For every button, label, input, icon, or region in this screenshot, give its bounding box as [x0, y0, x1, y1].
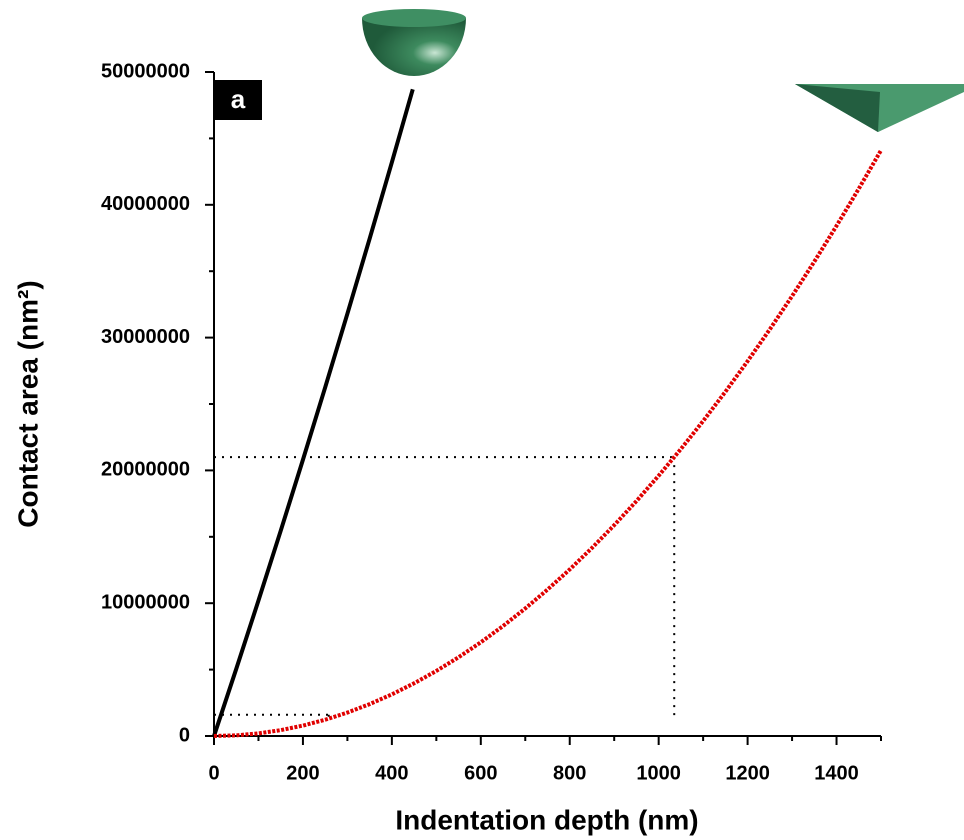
panel-label: a — [231, 84, 246, 114]
x-tick-label: 200 — [286, 762, 319, 784]
x-tick-label: 1000 — [636, 762, 681, 784]
y-tick-label: 50000000 — [101, 60, 190, 82]
x-tick-label: 600 — [464, 762, 497, 784]
x-tick-label: 1200 — [725, 762, 770, 784]
x-tick-label: 400 — [375, 762, 408, 784]
y-tick-label: 40000000 — [101, 193, 190, 215]
x-axis-title: Indentation depth (nm) — [395, 804, 698, 835]
panel-label-box — [214, 80, 262, 120]
data-line — [212, 88, 415, 737]
y-tick-label: 0 — [179, 724, 190, 746]
spherical-indenter — [362, 9, 466, 76]
y-tick-label: 10000000 — [101, 591, 190, 613]
y-tick-label: 20000000 — [101, 459, 190, 481]
x-tick-label: 0 — [208, 762, 219, 784]
x-tick-label: 1400 — [814, 762, 859, 784]
y-tick-label: 30000000 — [101, 326, 190, 348]
x-tick-label: 800 — [553, 762, 586, 784]
y-axis-title: Contact area (nm²) — [12, 280, 43, 527]
data-line — [213, 149, 883, 738]
berkovich-indenter — [795, 84, 964, 132]
